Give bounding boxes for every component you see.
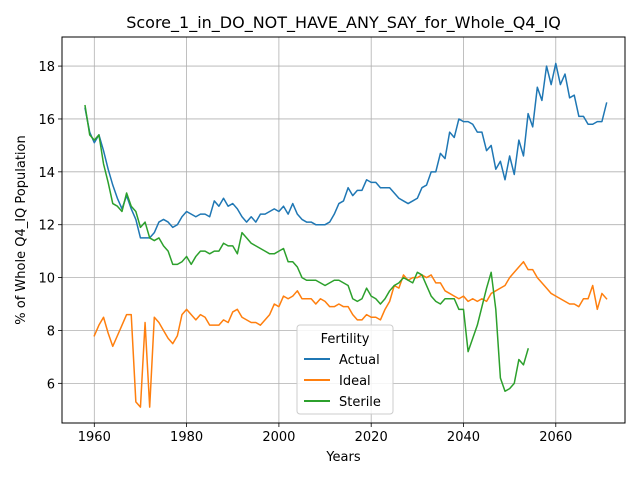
legend-title: Fertility [321,332,370,347]
axis-ticks: 1960 1980 2000 2020 2040 2060 6 8 10 12 14 16 18 [38,60,572,445]
chart-title: Score_1_in_DO_NOT_HAVE_ANY_SAY_for_Whole… [126,13,561,33]
legend-label-actual: Actual [339,353,380,368]
x-tick-label: 2040 [447,430,480,445]
x-tick-label: 2020 [355,430,388,445]
x-tick-label: 1980 [170,430,203,445]
y-tick-label: 16 [38,113,55,128]
series-lines [84,62,608,408]
legend-label-sterile: Sterile [339,395,381,410]
legend-label-ideal: Ideal [339,374,371,389]
y-tick-label: 8 [47,324,55,339]
y-tick-label: 14 [38,166,55,181]
series-line-ideal [93,260,608,408]
series-line-sterile [84,104,530,393]
legend-box [296,324,394,415]
y-tick-label: 6 [47,377,55,392]
y-axis-title: % of Whole Q4_IQ Population [14,135,29,324]
x-tick-label: 1960 [78,430,111,445]
legend: Fertility Actual Ideal Sterile [296,324,394,415]
y-tick-label: 18 [38,60,55,75]
grid-lines [62,37,625,423]
series-line-actual [84,62,608,239]
y-tick-label: 12 [38,219,55,234]
x-tick-label: 2000 [262,430,295,445]
y-tick-label: 10 [38,272,55,287]
plot-frame [61,36,626,424]
x-tick-label: 2060 [539,430,572,445]
x-axis-title: Years [325,450,361,465]
